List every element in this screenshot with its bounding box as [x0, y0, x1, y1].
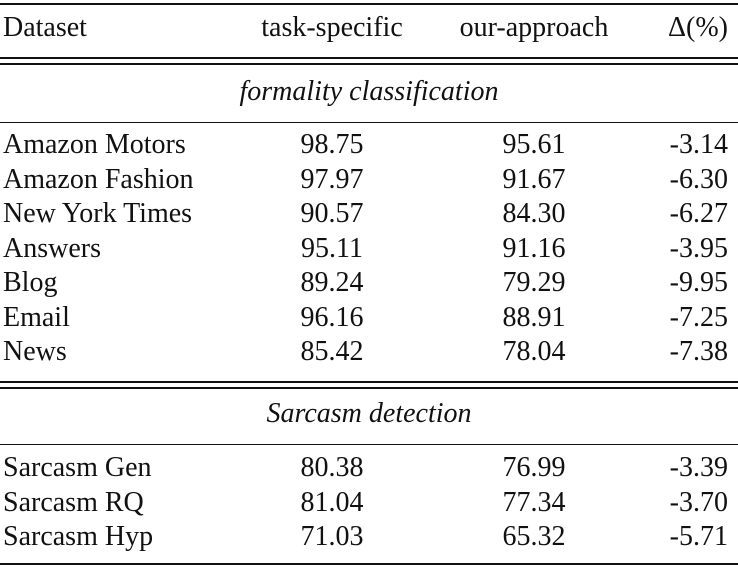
- value-cell: -7.38: [669, 336, 728, 367]
- dataset-cell: Amazon Fashion: [3, 163, 194, 195]
- value-cell: 76.99: [502, 452, 566, 483]
- section-title: formality classification: [239, 76, 499, 107]
- section-divider: [0, 381, 738, 383]
- dataset-cell: Sarcasm Hyp: [3, 521, 154, 552]
- section-rule: [0, 122, 738, 123]
- value-cell: 84.30: [502, 198, 566, 229]
- section-rule: [0, 444, 738, 445]
- value-cell: -9.95: [669, 267, 728, 298]
- value-cell: 81.04: [300, 486, 364, 518]
- value-cell: 71.03: [300, 521, 364, 552]
- top-rule: [0, 3, 738, 5]
- header-cell: task-specific: [261, 12, 403, 43]
- value-cell: 95.11: [301, 232, 363, 264]
- value-cell: 95.61: [502, 129, 566, 160]
- value-cell: 79.29: [502, 267, 566, 298]
- header-cell: Δ(%): [668, 12, 728, 43]
- value-cell: 77.34: [502, 486, 566, 518]
- dataset-cell: Sarcasm Gen: [3, 452, 152, 483]
- value-cell: -6.30: [669, 163, 728, 195]
- value-cell: -3.70: [669, 486, 728, 518]
- section-title: Sarcasm detection: [266, 398, 472, 429]
- value-cell: -5.71: [669, 521, 728, 552]
- value-cell: 97.97: [300, 163, 364, 195]
- header-cell: Dataset: [3, 12, 87, 43]
- value-cell: 91.67: [502, 163, 566, 195]
- dataset-cell: News: [3, 336, 67, 367]
- dataset-cell: Email: [3, 301, 70, 333]
- value-cell: -6.27: [669, 198, 728, 229]
- value-cell: 90.57: [300, 198, 364, 229]
- value-cell: 89.24: [300, 267, 364, 298]
- header-rule: [0, 63, 738, 65]
- value-cell: 80.38: [300, 452, 364, 483]
- value-cell: 88.91: [502, 301, 566, 333]
- bottom-rule: [0, 563, 738, 565]
- dataset-cell: Blog: [3, 267, 58, 298]
- value-cell: 98.75: [300, 129, 364, 160]
- value-cell: 65.32: [502, 521, 566, 552]
- dataset-cell: New York Times: [3, 198, 193, 229]
- value-cell: -3.95: [669, 232, 728, 264]
- dataset-cell: Amazon Motors: [3, 129, 186, 160]
- section-divider: [0, 387, 738, 389]
- header-cell: our-approach: [459, 12, 609, 43]
- header-rule: [0, 57, 738, 59]
- value-cell: 96.16: [300, 301, 364, 333]
- value-cell: -3.39: [669, 452, 728, 483]
- dataset-cell: Sarcasm RQ: [3, 486, 144, 518]
- value-cell: 78.04: [502, 336, 566, 367]
- value-cell: -3.14: [669, 129, 728, 160]
- value-cell: 91.16: [502, 232, 566, 264]
- value-cell: 85.42: [300, 336, 364, 367]
- value-cell: -7.25: [669, 301, 728, 333]
- dataset-cell: Answers: [3, 232, 101, 264]
